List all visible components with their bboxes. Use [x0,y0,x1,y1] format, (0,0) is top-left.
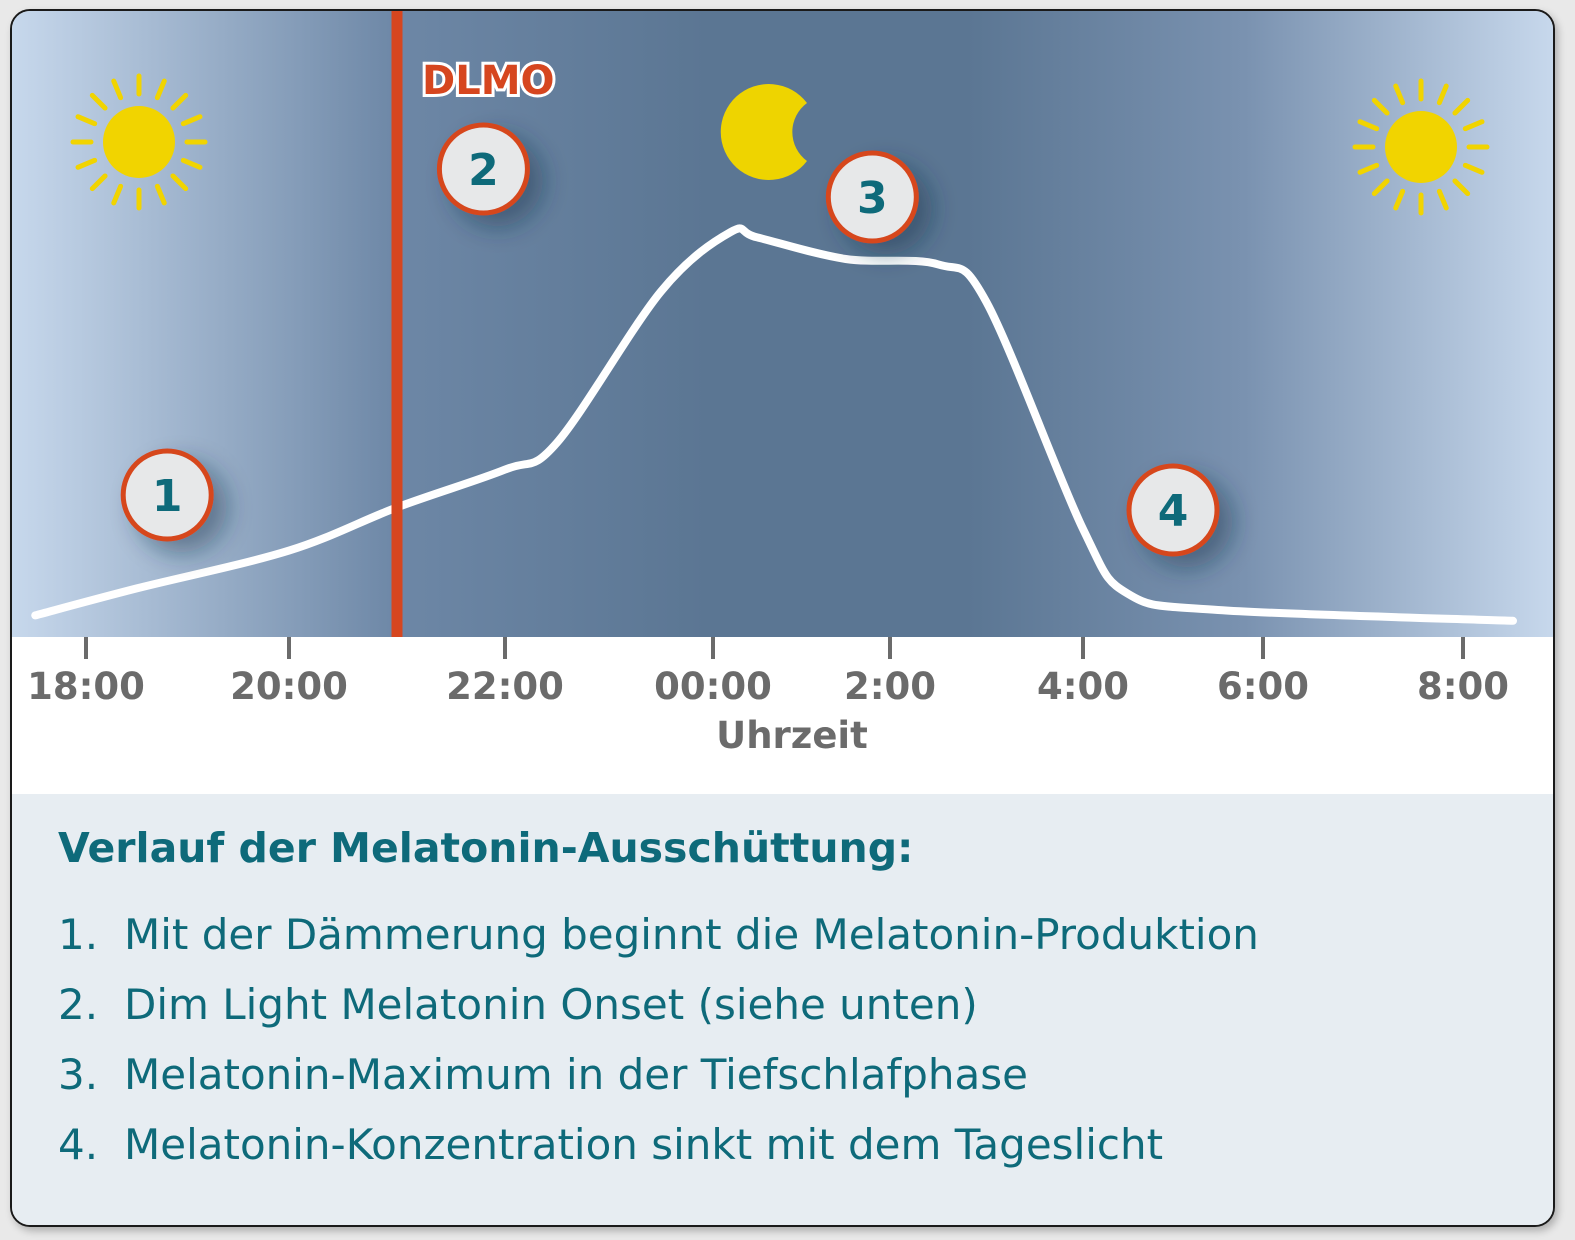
marker-label: 2 [468,145,499,196]
x-axis-ticks [84,637,1465,659]
step-markers: 1 2 3 4 [120,122,1220,557]
marker-2: 2 [436,122,530,216]
melatonin-curve [31,224,1517,625]
legend-title: Verlauf der Melatonin-Ausschüttung: [58,824,914,872]
moon-icon [720,84,807,180]
legend-item-number: 3. [58,1050,99,1099]
legend-item-1: 1. Mit der Dämmerung beginnt die Melatoni… [58,910,1259,959]
legend-item-2: 2. Dim Light Melatonin Onset (siehe unten… [58,980,978,1029]
sky-icons [70,73,1490,216]
marker-1: 1 [120,448,214,542]
legend-item-text: Melatonin-Maximum in der Tiefschlafphase [124,1050,1028,1099]
legend-panel: Verlauf der Melatonin-Ausschüttung: 1. Mi… [12,794,1553,1225]
x-tick-label: 6:00 [1217,665,1309,708]
legend-item-text: Dim Light Melatonin Onset (siehe unten) [124,980,978,1029]
marker-label: 3 [857,173,888,224]
legend-item-4: 4. Melatonin-Konzentration sinkt mit dem … [58,1120,1163,1169]
x-tick-label: 22:00 [446,665,564,708]
marker-label: 1 [152,471,183,522]
legend-item-text: Melatonin-Konzentration sinkt mit dem Ta… [124,1120,1164,1169]
marker-label: 4 [1158,486,1189,537]
dlmo-label: DLMO [422,58,555,104]
marker-4: 4 [1126,463,1220,557]
x-axis-tick-labels: 18:00 20:00 22:00 00:00 2:00 4:00 6:00 8:00 [27,665,1509,708]
x-tick-label: 20:00 [230,665,348,708]
legend-item-text: Mit der Dämmerung beginnt die Melatonin-… [124,910,1259,959]
infographic-card: 18:00 20:00 22:00 00:00 2:00 4:00 6:00 8:00 Uhr… [10,9,1555,1227]
x-tick-label: 4:00 [1037,665,1129,708]
x-tick-label: 2:00 [844,665,936,708]
sun-icon [70,73,208,211]
legend-item-number: 4. [58,1120,99,1169]
legend-item-number: 2. [58,980,99,1029]
x-tick-label: 8:00 [1417,665,1509,708]
melatonin-chart: 18:00 20:00 22:00 00:00 2:00 4:00 6:00 8:00 Uhr… [12,11,1553,757]
legend-item-3: 3. Melatonin-Maximum in der Tiefschlafpha… [58,1050,1028,1099]
marker-3: 3 [825,150,919,244]
legend-item-number: 1. [58,910,99,959]
x-tick-label: 18:00 [27,665,145,708]
x-axis-label: Uhrzeit [716,714,868,757]
sun-icon [1352,78,1490,216]
x-tick-label: 00:00 [654,665,772,708]
